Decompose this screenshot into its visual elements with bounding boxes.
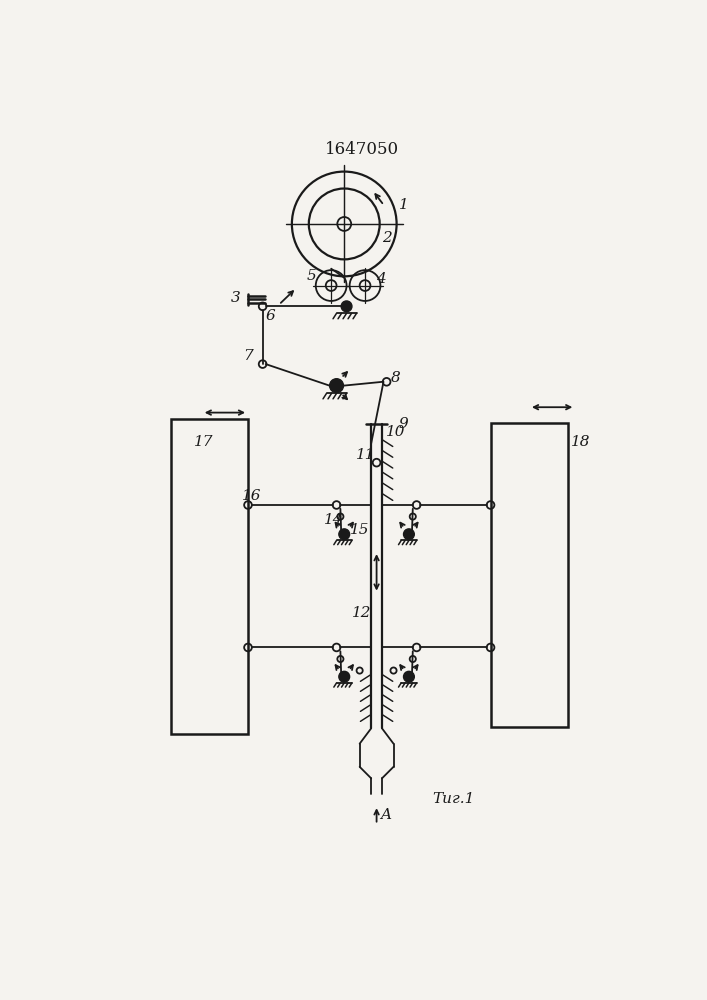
Text: 8: 8 — [390, 371, 400, 385]
Text: 7: 7 — [243, 349, 253, 363]
Bar — [171, 419, 248, 734]
Text: Τиг.1: Τиг.1 — [433, 792, 475, 806]
Text: 3: 3 — [231, 291, 241, 305]
Text: 1647050: 1647050 — [325, 141, 399, 158]
Text: 16: 16 — [242, 489, 262, 503]
Text: 6: 6 — [266, 309, 276, 323]
Circle shape — [339, 529, 350, 540]
Text: 17: 17 — [194, 435, 214, 449]
Text: 1: 1 — [399, 198, 409, 212]
Bar — [491, 423, 568, 727]
Text: 18: 18 — [571, 435, 591, 449]
Circle shape — [341, 301, 352, 312]
Text: 4: 4 — [376, 272, 385, 286]
Text: 5: 5 — [307, 269, 316, 283]
Text: 12: 12 — [352, 606, 371, 620]
Circle shape — [329, 379, 344, 393]
Text: A: A — [380, 808, 392, 822]
Text: 15: 15 — [351, 523, 370, 537]
Text: 14: 14 — [324, 513, 343, 527]
Circle shape — [339, 671, 350, 682]
Text: 9: 9 — [398, 417, 408, 431]
Circle shape — [404, 671, 414, 682]
Text: 11: 11 — [356, 448, 375, 462]
Circle shape — [404, 529, 414, 540]
Text: 2: 2 — [382, 231, 392, 245]
Text: 10: 10 — [386, 425, 405, 439]
